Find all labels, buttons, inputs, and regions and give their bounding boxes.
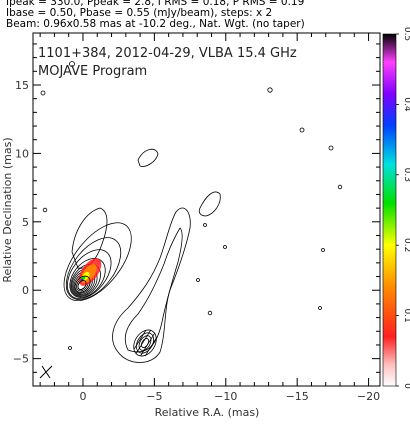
- x-tick-label: −15: [286, 390, 309, 403]
- x-tick-label: −10: [214, 390, 237, 403]
- y-tick-label: 5: [22, 216, 29, 229]
- header-line-1: Ipeak = 330.0, Ppeak = 2.8, I RMS = 0.18…: [6, 0, 305, 8]
- y-tick-label: 15: [15, 79, 29, 92]
- colorbar-tick-label: 0.1: [402, 308, 410, 322]
- y-tick-label: 0: [22, 284, 29, 297]
- x-axis-label: Relative R.A. (mas): [155, 406, 260, 419]
- plot-frame: [32, 32, 381, 387]
- polarization-colormap: [74, 258, 102, 293]
- header-line-2: Ibase = 0.50, Pbase = 0.55 (mJy/beam), s…: [6, 7, 273, 19]
- header-line-3: Beam: 0.96x0.58 mas at -10.2 deg., Nat. …: [6, 18, 305, 30]
- colorbar-tick-label: 0.2: [402, 238, 410, 252]
- source-title: 1101+384, 2012-04-29, VLBA 15.4 GHz: [38, 46, 297, 61]
- x-tick-label: −20: [357, 390, 380, 403]
- y-axis-label: Relative Declination (mas): [1, 137, 14, 282]
- colorbar-tick-label: 0.3: [402, 168, 410, 182]
- colorbar-tick-label: 0: [402, 383, 410, 389]
- y-tick-label: −5: [13, 353, 29, 366]
- colorbar: [382, 33, 397, 387]
- program-label: MOJAVE Program: [38, 64, 147, 79]
- x-tick-label: −5: [146, 390, 162, 403]
- colorbar-tick-label: 0.4: [402, 97, 410, 112]
- colorbar-tick-label: 0.5: [402, 27, 410, 41]
- colorbar-ticks: 0 0.1 0.2 0.3 0.4 0.5: [396, 27, 410, 389]
- y-tick-label: 10: [15, 147, 29, 160]
- x-tick-label: 0: [79, 390, 86, 403]
- axis-ticks: 0 −5 −10 −15 −20 −5 0 5 10 15: [13, 33, 380, 403]
- beam-cross-icon: [39, 365, 53, 379]
